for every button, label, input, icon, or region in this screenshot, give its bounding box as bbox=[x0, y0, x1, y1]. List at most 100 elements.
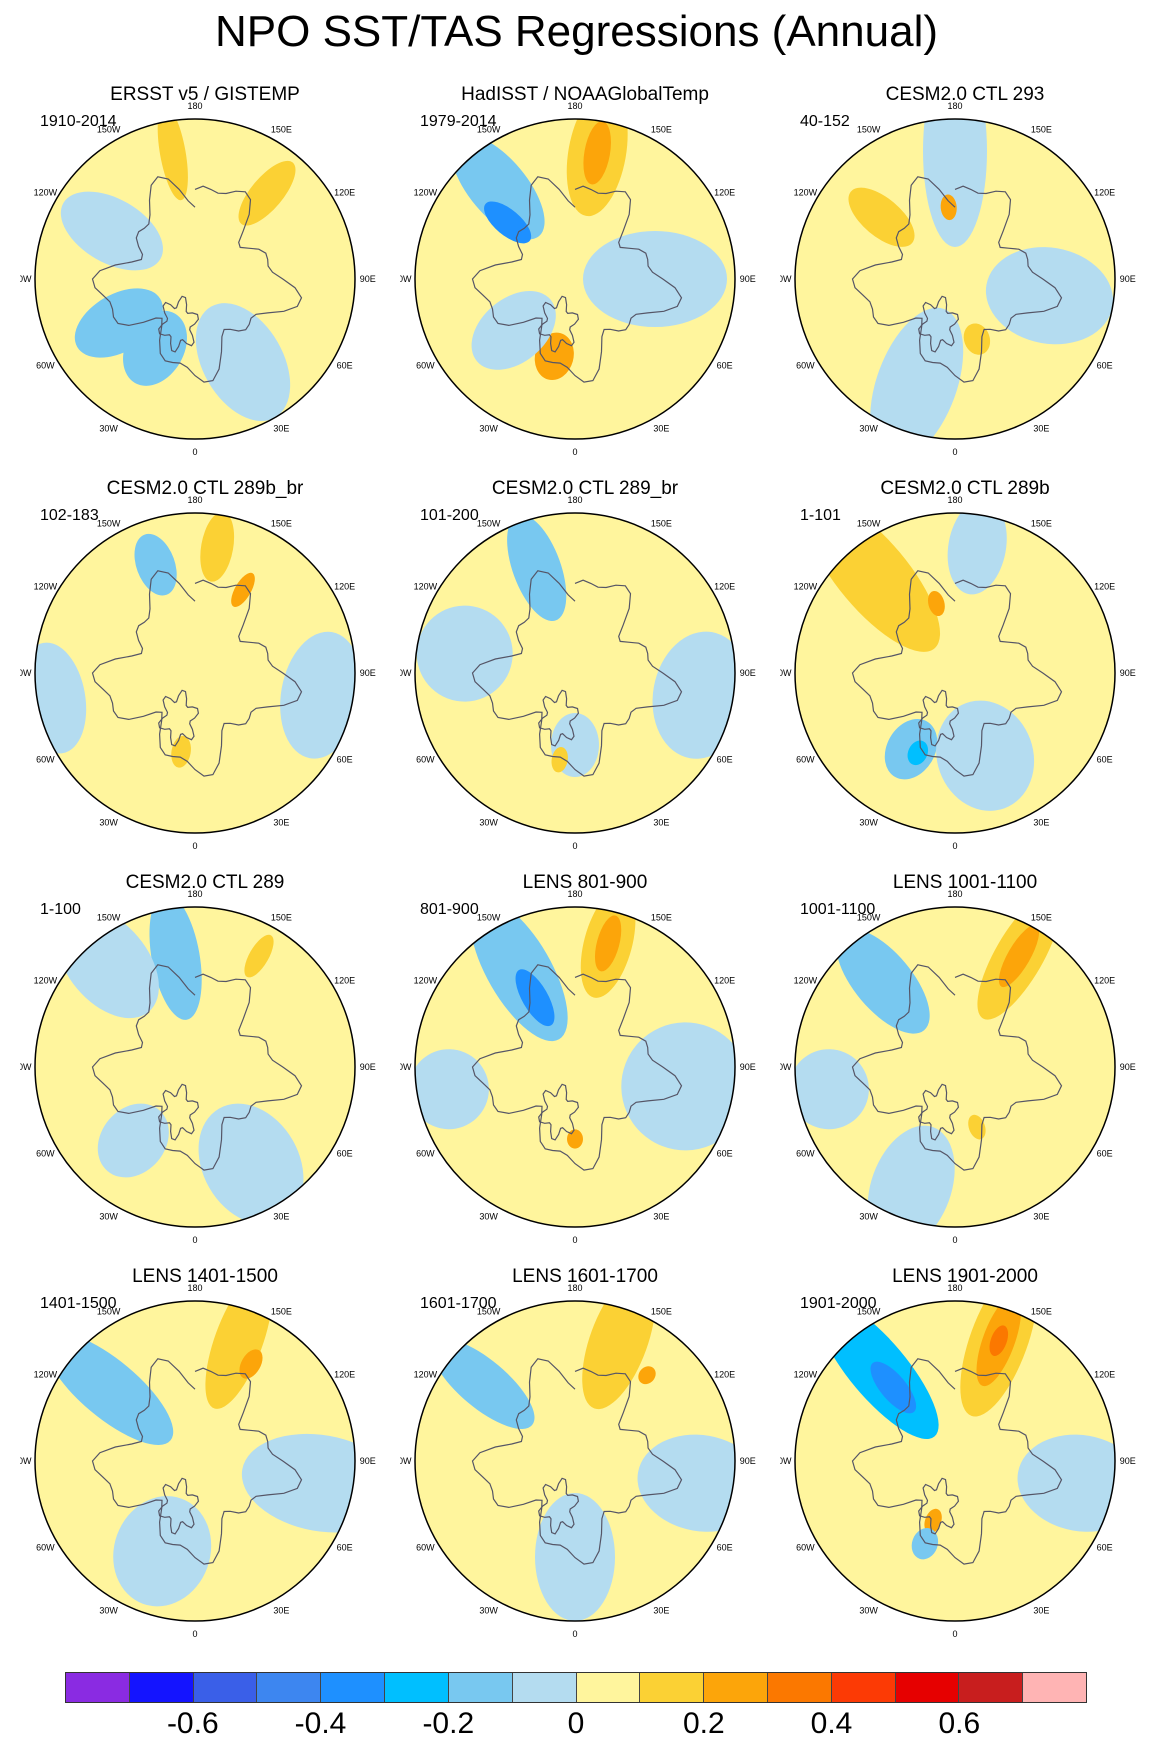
longitude-label: 150E bbox=[271, 912, 292, 922]
colorbar bbox=[65, 1672, 1087, 1703]
longitude-label: 90E bbox=[1120, 1062, 1136, 1072]
longitude-label: 60E bbox=[1097, 754, 1113, 764]
anomaly-region bbox=[583, 121, 611, 185]
longitude-label: 30W bbox=[99, 1212, 118, 1222]
longitude-label: 90E bbox=[740, 1456, 756, 1466]
polar-map: 180 150W 120W 90W 60W 30W 0 30E 60E 90E 120E 150E bbox=[400, 889, 756, 1245]
anomaly-region bbox=[157, 119, 188, 201]
longitude-label: 120E bbox=[334, 582, 355, 592]
longitude-label: 120W bbox=[34, 188, 58, 198]
panel-title: ERSST v5 / GISTEMP bbox=[110, 84, 300, 105]
longitude-label: 90W bbox=[780, 668, 792, 678]
longitude-label: 120W bbox=[414, 188, 438, 198]
map-border bbox=[414, 1300, 736, 1622]
colorbar-swatch bbox=[640, 1673, 705, 1702]
panel-title: HadISST / NOAAGlobalTemp bbox=[461, 84, 709, 105]
map-background bbox=[35, 119, 355, 439]
longitude-label: 90E bbox=[360, 1062, 376, 1072]
longitude-label: 150E bbox=[651, 1306, 672, 1316]
longitude-label: 180 bbox=[187, 1283, 202, 1293]
longitude-label: 120W bbox=[34, 976, 58, 986]
longitude-label: 120E bbox=[714, 976, 735, 986]
map-border bbox=[414, 906, 736, 1228]
longitude-label: 30W bbox=[479, 424, 498, 434]
longitude-label: 150E bbox=[271, 124, 292, 134]
colorbar-swatch bbox=[831, 1673, 896, 1702]
longitude-label: 90E bbox=[740, 1062, 756, 1072]
longitude-label: 180 bbox=[567, 1283, 582, 1293]
colorbar-tick-label: 0.4 bbox=[810, 1707, 853, 1740]
coastline bbox=[851, 1358, 1063, 1565]
panel-title: LENS 1901-2000 bbox=[892, 1266, 1038, 1287]
coastline bbox=[91, 964, 303, 1171]
colorbar-swatch bbox=[193, 1673, 258, 1702]
anomaly-region bbox=[149, 907, 202, 1020]
anomaly-region bbox=[567, 1129, 583, 1149]
map-border bbox=[414, 118, 736, 440]
anomaly-region bbox=[123, 310, 187, 386]
longitude-label: 150W bbox=[97, 1306, 121, 1316]
anomaly-region bbox=[198, 1103, 304, 1225]
longitude-label: 60E bbox=[337, 360, 353, 370]
longitude-label: 60E bbox=[1097, 1148, 1113, 1158]
longitude-label: 90W bbox=[20, 274, 32, 284]
longitude-label: 30E bbox=[1033, 1212, 1049, 1222]
panel-years: 1401-1500 bbox=[40, 1295, 117, 1312]
longitude-label: 30W bbox=[479, 818, 498, 828]
longitude-label: 150W bbox=[97, 124, 121, 134]
polar-map: 180 150W 120W 90W 60W 30W 0 30E 60E 90E 120E 150E bbox=[780, 1283, 1136, 1639]
longitude-label: 90W bbox=[400, 274, 412, 284]
longitude-label: 180 bbox=[947, 495, 962, 505]
longitude-label: 180 bbox=[947, 1283, 962, 1293]
panel-title: CESM2.0 CTL 289b_br bbox=[106, 478, 304, 499]
greenland-outline bbox=[158, 295, 200, 353]
polar-map: 180 150W 120W 90W 60W 30W 0 30E 60E 90E 120E 150E bbox=[780, 495, 1136, 851]
longitude-label: 120E bbox=[334, 188, 355, 198]
longitude-label: 0 bbox=[572, 841, 577, 851]
longitude-label: 90W bbox=[20, 1456, 32, 1466]
longitude-label: 150E bbox=[271, 518, 292, 528]
longitude-label: 30W bbox=[859, 818, 878, 828]
coastline bbox=[91, 1358, 303, 1565]
longitude-label: 150W bbox=[97, 912, 121, 922]
longitude-label: 90W bbox=[780, 274, 792, 284]
longitude-label: 150E bbox=[1031, 124, 1052, 134]
longitude-label: 120E bbox=[1094, 188, 1115, 198]
map-border bbox=[794, 118, 1116, 440]
panel-title: LENS 1001-1100 bbox=[892, 872, 1038, 893]
longitude-label: 60E bbox=[337, 754, 353, 764]
panel-title: CESM2.0 CTL 293 bbox=[885, 84, 1045, 105]
anomaly-region bbox=[415, 1049, 489, 1130]
longitude-label: 30E bbox=[273, 1606, 289, 1616]
longitude-label: 150E bbox=[271, 1306, 292, 1316]
longitude-label: 30W bbox=[99, 424, 118, 434]
map-border bbox=[414, 512, 736, 834]
longitude-label: 60W bbox=[36, 360, 55, 370]
colorbar-swatch bbox=[1023, 1673, 1086, 1702]
longitude-label: 90E bbox=[1120, 274, 1136, 284]
longitude-label: 30W bbox=[99, 818, 118, 828]
anomaly-region bbox=[134, 533, 177, 596]
longitude-label: 60E bbox=[717, 754, 733, 764]
longitude-label: 60W bbox=[796, 1542, 815, 1552]
longitude-label: 0 bbox=[192, 1235, 197, 1245]
longitude-label: 120E bbox=[334, 976, 355, 986]
longitude-label: 120W bbox=[794, 188, 818, 198]
longitude-label: 180 bbox=[947, 101, 962, 111]
longitude-label: 60E bbox=[717, 360, 733, 370]
panel-years: 1901-2000 bbox=[800, 1295, 877, 1312]
polar-map: 180 150W 120W 90W 60W 30W 0 30E 60E 90E 120E 150E bbox=[780, 889, 1136, 1245]
anomaly-region bbox=[97, 1103, 169, 1178]
map-border bbox=[794, 1300, 1116, 1622]
longitude-label: 90E bbox=[360, 668, 376, 678]
panel-title: LENS 801-900 bbox=[522, 872, 648, 893]
greenland-outline bbox=[538, 1477, 580, 1535]
longitude-label: 150E bbox=[651, 518, 672, 528]
